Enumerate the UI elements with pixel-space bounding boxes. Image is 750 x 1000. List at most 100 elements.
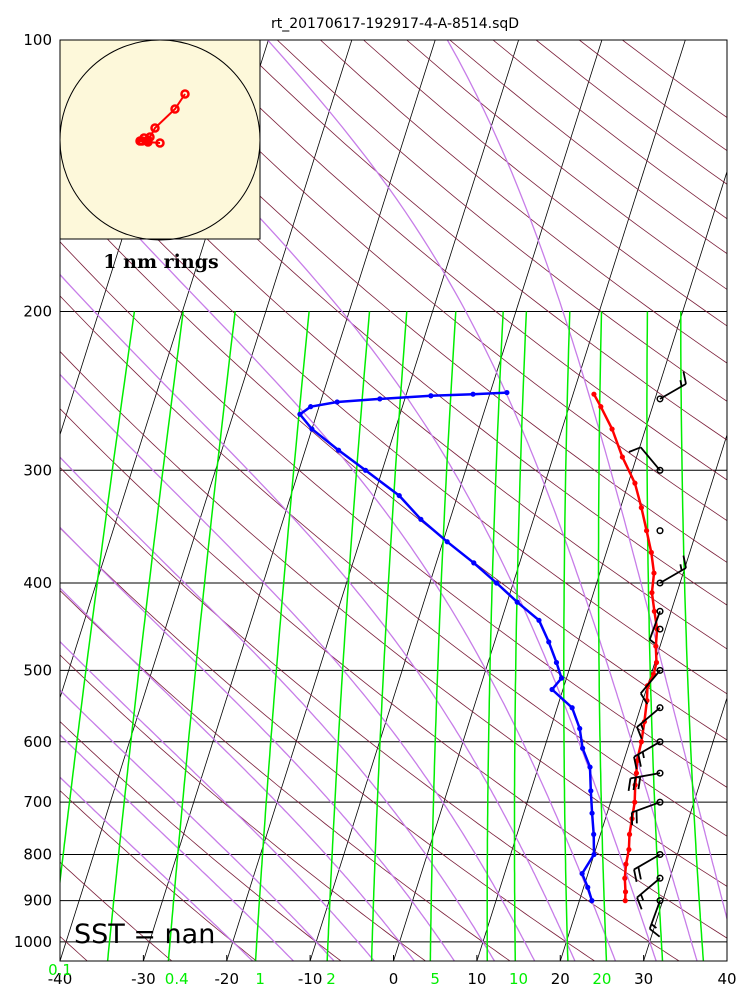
moist-adiabat-line	[60, 273, 576, 961]
isotherm-line	[143, 40, 436, 961]
chart-title: rt_20170617-192917-4-A-8514.sqD	[271, 16, 519, 32]
dewpoint-point	[580, 745, 586, 751]
temperature-tick-label: 40	[717, 970, 736, 988]
moist-adiabat-line	[267, 40, 698, 961]
dry-adiabat-line	[535, 40, 727, 185]
hodograph-point	[150, 123, 160, 133]
moist-adiabat-line	[60, 776, 254, 961]
dewpoint-point	[377, 396, 383, 402]
hodograph-inset	[59, 39, 261, 241]
temperature-tick-label: -30	[131, 970, 156, 988]
wind-barb	[627, 769, 664, 792]
mixing-ratio-line	[597, 311, 608, 961]
dewpoint-point	[471, 560, 477, 566]
dry-adiabat-line	[60, 86, 727, 650]
hodograph-point	[155, 138, 165, 148]
mixing-ratio-line	[513, 311, 528, 961]
wind-barb	[656, 527, 664, 535]
wind-barb	[656, 371, 687, 403]
dry-adiabat-line	[60, 589, 511, 961]
moist-adiabat-line	[60, 640, 375, 961]
isotherm-line	[643, 696, 727, 961]
dewpoint-point	[428, 393, 434, 399]
moist-adiabat-line	[60, 587, 415, 961]
isobars	[60, 39, 727, 943]
pressure-tick-label: 700	[23, 793, 52, 811]
temperature-axis: -40 -30 -20 -10 0 10 20 30 40	[48, 955, 737, 988]
mixing-ratio-line	[429, 311, 457, 961]
dewpoint-point	[549, 686, 555, 693]
temperature-point	[622, 875, 628, 881]
background-lines	[0, 40, 727, 961]
temperature-point	[649, 590, 655, 596]
temperature-point	[632, 799, 638, 805]
isotherm-line	[0, 40, 18, 961]
dewpoint-point	[587, 764, 593, 770]
moist-adiabat-line	[60, 689, 335, 961]
dewpoint-point	[577, 725, 583, 732]
temperature-point	[633, 770, 640, 776]
temperature-point	[623, 861, 629, 867]
dry-adiabat-line	[579, 40, 727, 152]
mixing-ratio-line	[680, 311, 705, 961]
dry-adiabat-line	[60, 241, 727, 788]
dewpoint-point	[588, 788, 594, 794]
wind-barb	[639, 666, 664, 705]
dry-adiabat-line	[60, 790, 257, 961]
dry-adiabat-line	[492, 40, 727, 220]
temperature-point	[622, 898, 628, 904]
pressure-tick-label: 100	[23, 31, 52, 49]
hodograph-label: 1 nm rings	[103, 251, 218, 273]
temperature-point	[638, 739, 644, 745]
dewpoint-point	[558, 675, 565, 681]
dewpoint-point	[309, 426, 315, 432]
mixing-ratio-line	[60, 311, 136, 888]
hodograph-point	[180, 89, 190, 99]
dewpoint-point	[504, 389, 510, 396]
isotherm-line	[559, 433, 727, 961]
dewpoint-point	[591, 831, 597, 837]
dewpoint-point	[308, 404, 314, 410]
mixing-ratio-tick-label: 5	[430, 970, 440, 988]
dewpoint-point	[334, 399, 340, 405]
wind-barb	[633, 738, 664, 770]
dewpoint-point	[589, 898, 595, 904]
isotherm-line	[226, 40, 519, 961]
temperature-point	[653, 659, 660, 666]
dewpoint-point	[493, 580, 500, 586]
dry-adiabat-line	[190, 40, 727, 481]
dry-adiabat-line	[60, 527, 595, 961]
temperature-tick-label: -20	[215, 970, 240, 988]
wind-barb	[636, 704, 664, 740]
hodograph-point	[170, 104, 180, 114]
wind-barb	[656, 625, 664, 633]
dewpoint-point	[335, 447, 342, 453]
wind-barb	[630, 798, 664, 826]
isotherm-line	[393, 40, 686, 961]
isotherm-line	[726, 959, 727, 961]
dry-adiabat-line	[233, 40, 727, 441]
moist-adiabat-line	[60, 734, 294, 961]
mixing-ratio-line	[486, 311, 504, 961]
dewpoint-point	[514, 599, 520, 605]
temperature-point	[626, 831, 633, 837]
dry-adiabat-line	[406, 40, 727, 290]
dry-adiabat-line	[61, 40, 727, 606]
temperature-point	[598, 404, 604, 410]
hodograph-point	[143, 137, 153, 147]
sst-label: SST = nan	[74, 919, 215, 950]
moist-adiabat-line	[446, 40, 727, 922]
dewpoint-point	[297, 411, 303, 417]
temperature-point	[638, 505, 644, 511]
pressure-tick-label: 400	[23, 574, 52, 592]
temperature-point	[643, 528, 650, 534]
temperature-point	[651, 570, 657, 576]
dry-adiabat-line	[60, 861, 173, 961]
mixing-ratio-tick-label: 1	[255, 970, 265, 988]
temperature-tick-label: -40	[48, 970, 73, 988]
temperature-tick-label: -10	[298, 970, 323, 988]
mixing-ratio-tick-label: 2	[326, 970, 336, 988]
temperature-tick-label: 10	[467, 970, 486, 988]
pressure-tick-label: 500	[23, 661, 52, 679]
